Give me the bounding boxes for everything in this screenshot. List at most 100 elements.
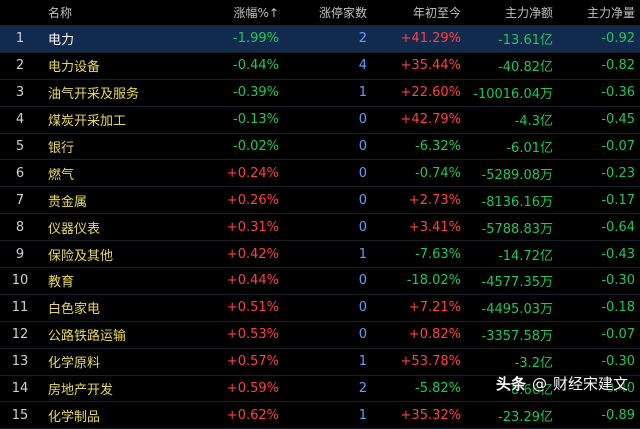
row-index: 8 <box>0 213 40 242</box>
main-net-volume: -0.36 <box>558 79 640 107</box>
sector-name: 煤炭开采加工 <box>40 106 160 134</box>
sector-name: 公路铁路运输 <box>40 321 160 349</box>
table-row[interactable]: 15 化学制品 +0.62% 1 +35.32% -23.29亿 -0.89 <box>0 401 640 429</box>
limit-up-count: 1 <box>284 79 372 107</box>
row-index: 1 <box>0 25 40 53</box>
ytd-percent: +35.44% <box>372 52 466 80</box>
table-row[interactable]: 1 电力 -1.99% 2 +41.29% -13.61亿 -0.92 <box>0 25 640 53</box>
main-net-amount: -5289.08万 <box>466 159 558 188</box>
row-index: 14 <box>0 375 40 403</box>
limit-up-count: 1 <box>284 348 372 376</box>
table-body: 1 电力 -1.99% 2 +41.29% -13.61亿 -0.92 2 电力设备 -0.44%… <box>0 25 640 429</box>
main-net-volume: -0.43 <box>558 240 640 269</box>
main-net-amount: -40.82亿 <box>466 52 558 80</box>
watermark-separator: @ <box>531 374 547 393</box>
table-row[interactable]: 7 贵金属 +0.26% 0 +2.73% -8136.16万 -0.17 <box>0 186 640 215</box>
main-net-volume: -0.07 <box>558 133 640 161</box>
header-limit-up-count[interactable]: 涨停家数 <box>284 0 372 26</box>
table-row[interactable]: 9 保险及其他 +0.42% 1 -7.63% -14.72亿 -0.43 <box>0 240 640 269</box>
ytd-percent: +2.73% <box>372 186 466 215</box>
ytd-percent: +53.78% <box>372 348 466 376</box>
table-row[interactable]: 3 油气开采及服务 -0.39% 1 +22.60% -10016.04万 -0.36 <box>0 79 640 107</box>
table-row[interactable]: 14 房地产开发 +0.59% 2 -5.82% -8.66亿 -0.40 <box>0 375 640 403</box>
limit-up-count: 0 <box>284 159 372 188</box>
main-net-amount: -3.2亿 <box>466 348 558 376</box>
table-row[interactable]: 11 白色家电 +0.51% 0 +7.21% -4495.03万 -0.18 <box>0 294 640 322</box>
header-name[interactable]: 名称 <box>40 0 160 26</box>
table-row[interactable]: 5 银行 -0.02% 0 -6.32% -6.01亿 -0.07 <box>0 133 640 161</box>
watermark: 头条 @ 财经宋建文 <box>496 373 628 394</box>
change-percent: +0.59% <box>160 375 284 403</box>
limit-up-count: 0 <box>284 133 372 161</box>
main-net-amount: -4.3亿 <box>466 106 558 134</box>
row-index: 11 <box>0 294 40 322</box>
limit-up-count: 2 <box>284 375 372 403</box>
table-header-row: 名称 涨幅%↑ 涨停家数 年初至今 主力净额 主力净量 <box>0 0 640 26</box>
sector-name: 房地产开发 <box>40 375 160 403</box>
sector-name: 白色家电 <box>40 294 160 322</box>
header-change-sorted[interactable]: 涨幅%↑ <box>160 0 284 26</box>
header-main-net[interactable]: 主力净量 <box>558 0 640 26</box>
change-percent: -0.44% <box>160 52 284 80</box>
change-percent: -1.99% <box>160 25 284 53</box>
row-index: 7 <box>0 186 40 215</box>
main-net-amount: -8.66亿 <box>466 375 558 403</box>
sector-name: 银行 <box>40 133 160 161</box>
table-row[interactable]: 13 化学原料 +0.57% 1 +53.78% -3.2亿 -0.30 <box>0 348 640 376</box>
table-row[interactable]: 6 燃气 +0.24% 0 -0.74% -5289.08万 -0.23 <box>0 159 640 188</box>
table-row[interactable]: 4 煤炭开采加工 -0.13% 0 +42.79% -4.3亿 -0.45 <box>0 106 640 134</box>
ytd-percent: -18.02% <box>372 267 466 295</box>
table-row[interactable]: 8 仪器仪表 +0.31% 0 +3.41% -5788.83万 -0.64 <box>0 213 640 242</box>
row-index: 6 <box>0 159 40 188</box>
limit-up-count: 1 <box>284 240 372 269</box>
main-net-volume: -0.89 <box>558 401 640 429</box>
main-net-volume: -0.30 <box>558 267 640 295</box>
limit-up-count: 2 <box>284 25 372 53</box>
ytd-percent: +42.79% <box>372 106 466 134</box>
main-net-amount: -8136.16万 <box>466 186 558 215</box>
main-net-volume: -0.30 <box>558 348 640 376</box>
limit-up-count: 0 <box>284 106 372 134</box>
main-net-amount: -6.01亿 <box>466 133 558 161</box>
change-percent: +0.44% <box>160 267 284 295</box>
header-ytd[interactable]: 年初至今 <box>372 0 466 26</box>
change-percent: -0.13% <box>160 106 284 134</box>
row-index: 2 <box>0 52 40 80</box>
main-net-amount: -3357.58万 <box>466 321 558 349</box>
ytd-percent: +0.82% <box>372 321 466 349</box>
ytd-percent: -6.32% <box>372 133 466 161</box>
main-net-amount: -4577.35万 <box>466 267 558 295</box>
sector-name: 油气开采及服务 <box>40 79 160 107</box>
limit-up-count: 4 <box>284 52 372 80</box>
change-percent: -0.39% <box>160 79 284 107</box>
limit-up-count: 0 <box>284 213 372 242</box>
change-percent: +0.42% <box>160 240 284 269</box>
main-net-volume: -0.23 <box>558 159 640 188</box>
sector-name: 电力设备 <box>40 52 160 80</box>
main-net-volume: -0.40 <box>558 375 640 403</box>
main-net-volume: -0.07 <box>558 321 640 349</box>
table-row[interactable]: 12 公路铁路运输 +0.53% 0 +0.82% -3357.58万 -0.07 <box>0 321 640 349</box>
table-row[interactable]: 10 教育 +0.44% 0 -18.02% -4577.35万 -0.30 <box>0 267 640 295</box>
change-percent: +0.53% <box>160 321 284 349</box>
header-main-flow[interactable]: 主力净额 <box>466 0 558 26</box>
change-percent: +0.31% <box>160 213 284 242</box>
change-percent: +0.24% <box>160 159 284 188</box>
sector-name: 化学制品 <box>40 401 160 429</box>
main-net-volume: -0.45 <box>558 106 640 134</box>
ytd-percent: +35.32% <box>372 401 466 429</box>
ytd-percent: -0.74% <box>372 159 466 188</box>
main-net-amount: -5788.83万 <box>466 213 558 242</box>
sector-name: 保险及其他 <box>40 240 160 269</box>
main-net-volume: -0.64 <box>558 213 640 242</box>
limit-up-count: 0 <box>284 267 372 295</box>
limit-up-count: 0 <box>284 294 372 322</box>
main-net-amount: -10016.04万 <box>466 79 558 107</box>
table-row[interactable]: 2 电力设备 -0.44% 4 +35.44% -40.82亿 -0.82 <box>0 52 640 80</box>
ytd-percent: -5.82% <box>372 375 466 403</box>
main-net-volume: -0.17 <box>558 186 640 215</box>
main-net-volume: -0.92 <box>558 25 640 53</box>
change-percent: +0.62% <box>160 401 284 429</box>
change-percent: +0.51% <box>160 294 284 322</box>
row-index: 5 <box>0 133 40 161</box>
